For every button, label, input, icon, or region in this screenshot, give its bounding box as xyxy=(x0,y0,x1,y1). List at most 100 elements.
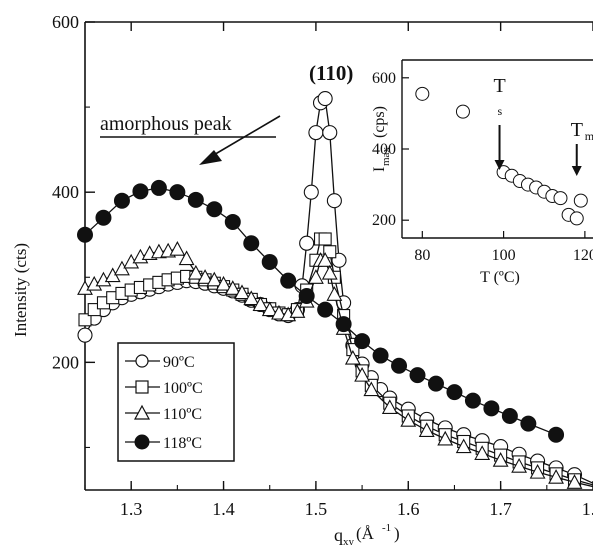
legend: 90ºC 100ºC 110ºC 118ºC xyxy=(117,342,235,462)
inset-y-tick-label: 600 xyxy=(372,70,396,87)
inset-transition-markers: Ts T m xyxy=(494,75,593,176)
data-point xyxy=(169,184,186,201)
data-point xyxy=(529,463,546,479)
data-point xyxy=(206,201,223,218)
inset-x-axis-label: T (ºC) xyxy=(480,269,520,286)
amorphous-peak-annotation: amorphous peak xyxy=(100,113,281,165)
transition-label-sub: m xyxy=(585,129,593,143)
legend-item-100: 100ºC xyxy=(125,380,203,397)
y-tick-label: 400 xyxy=(52,182,79,202)
x-axis-label-close: ) xyxy=(394,524,400,543)
data-point xyxy=(132,183,149,200)
data-point xyxy=(318,232,332,246)
data-point xyxy=(455,438,472,454)
data-point xyxy=(243,290,260,306)
data-point xyxy=(548,469,564,484)
data-point xyxy=(113,192,130,209)
data-point xyxy=(381,399,398,415)
data-point xyxy=(280,272,297,289)
data-point xyxy=(323,245,337,259)
inset-data-point xyxy=(455,104,470,119)
data-point xyxy=(483,400,500,417)
data-point xyxy=(566,474,583,489)
x-axis-label-sup: -1 xyxy=(382,522,391,534)
legend-item-118: 118ºC xyxy=(125,434,202,452)
amorphous-peak-arrow-shaft xyxy=(211,115,281,157)
data-point xyxy=(289,303,306,318)
main-plot-frame xyxy=(84,21,593,491)
data-point xyxy=(363,381,380,397)
data-point xyxy=(169,241,186,256)
data-point xyxy=(197,269,213,284)
data-point xyxy=(391,357,408,374)
legend-marker-circle-filled xyxy=(134,434,150,450)
x-axis-label-unit: (Å xyxy=(356,524,375,543)
data-point xyxy=(224,280,241,295)
data-point xyxy=(243,235,260,252)
transition-label: T xyxy=(494,75,506,97)
data-point xyxy=(372,347,389,364)
data-point xyxy=(446,384,463,401)
peak-110-label: (110) xyxy=(309,61,353,85)
data-point xyxy=(520,415,537,432)
inset-x-tick-label: 80 xyxy=(414,247,430,264)
inset-y-label-unit: (cps) xyxy=(371,106,388,138)
data-point xyxy=(354,333,371,350)
data-point xyxy=(326,193,342,209)
legend-label-118: 118ºC xyxy=(163,435,202,452)
x-tick-label: 1.4 xyxy=(212,499,235,519)
data-point xyxy=(224,213,241,230)
inset-y-label-sub: max xyxy=(380,147,392,166)
data-point xyxy=(511,458,528,473)
data-point xyxy=(298,287,315,304)
main-plot-series xyxy=(77,91,593,489)
data-point xyxy=(317,252,334,267)
legend-marker-square-open xyxy=(135,380,149,394)
data-point xyxy=(354,366,371,382)
transition-label-sub: s xyxy=(498,104,503,118)
inset-data-point xyxy=(569,211,584,226)
data-point xyxy=(261,253,278,270)
data-point xyxy=(464,392,481,409)
inset-data-point xyxy=(415,86,430,101)
data-point xyxy=(234,284,250,300)
legend-label-100: 100ºC xyxy=(163,380,203,397)
inset-data-point xyxy=(553,191,568,206)
inset-x-tick-label: 120 xyxy=(573,247,593,264)
data-point xyxy=(77,226,93,243)
inset-background xyxy=(368,55,593,310)
legend-item-110: 110ºC xyxy=(125,404,202,423)
data-point xyxy=(252,296,269,312)
inset-y-tick-label: 400 xyxy=(372,141,396,158)
amorphous-peak-label: amorphous peak xyxy=(100,113,232,135)
legend-label-110: 110ºC xyxy=(163,406,202,423)
main-y-axis-label: Intensity (cts) xyxy=(11,243,30,337)
data-point xyxy=(492,452,509,467)
data-point xyxy=(307,269,324,284)
inset-series xyxy=(415,86,588,226)
legend-label-90: 90ºC xyxy=(163,354,195,371)
data-point xyxy=(95,209,112,226)
data-point xyxy=(326,286,343,301)
transition-arrowhead xyxy=(571,166,582,176)
y-tick-label: 200 xyxy=(52,352,79,372)
x-tick-label: 1.7 xyxy=(489,499,512,519)
data-point xyxy=(317,301,334,318)
y-tick-label: 600 xyxy=(52,12,79,32)
data-point xyxy=(409,367,426,384)
data-point xyxy=(321,264,338,280)
inset-y-label-I: I xyxy=(371,167,388,172)
data-point xyxy=(427,375,444,392)
legend-marker-circle-open xyxy=(135,354,149,368)
data-point xyxy=(303,184,319,200)
data-point xyxy=(501,407,518,424)
data-point xyxy=(77,327,93,343)
x-axis-label-sub: xy xyxy=(343,536,355,545)
series-3 xyxy=(77,179,565,443)
data-point xyxy=(271,304,287,320)
transition-arrowhead xyxy=(494,160,505,170)
inset-axis-ticks: 80 100 120 200 400 600 xyxy=(372,70,593,264)
